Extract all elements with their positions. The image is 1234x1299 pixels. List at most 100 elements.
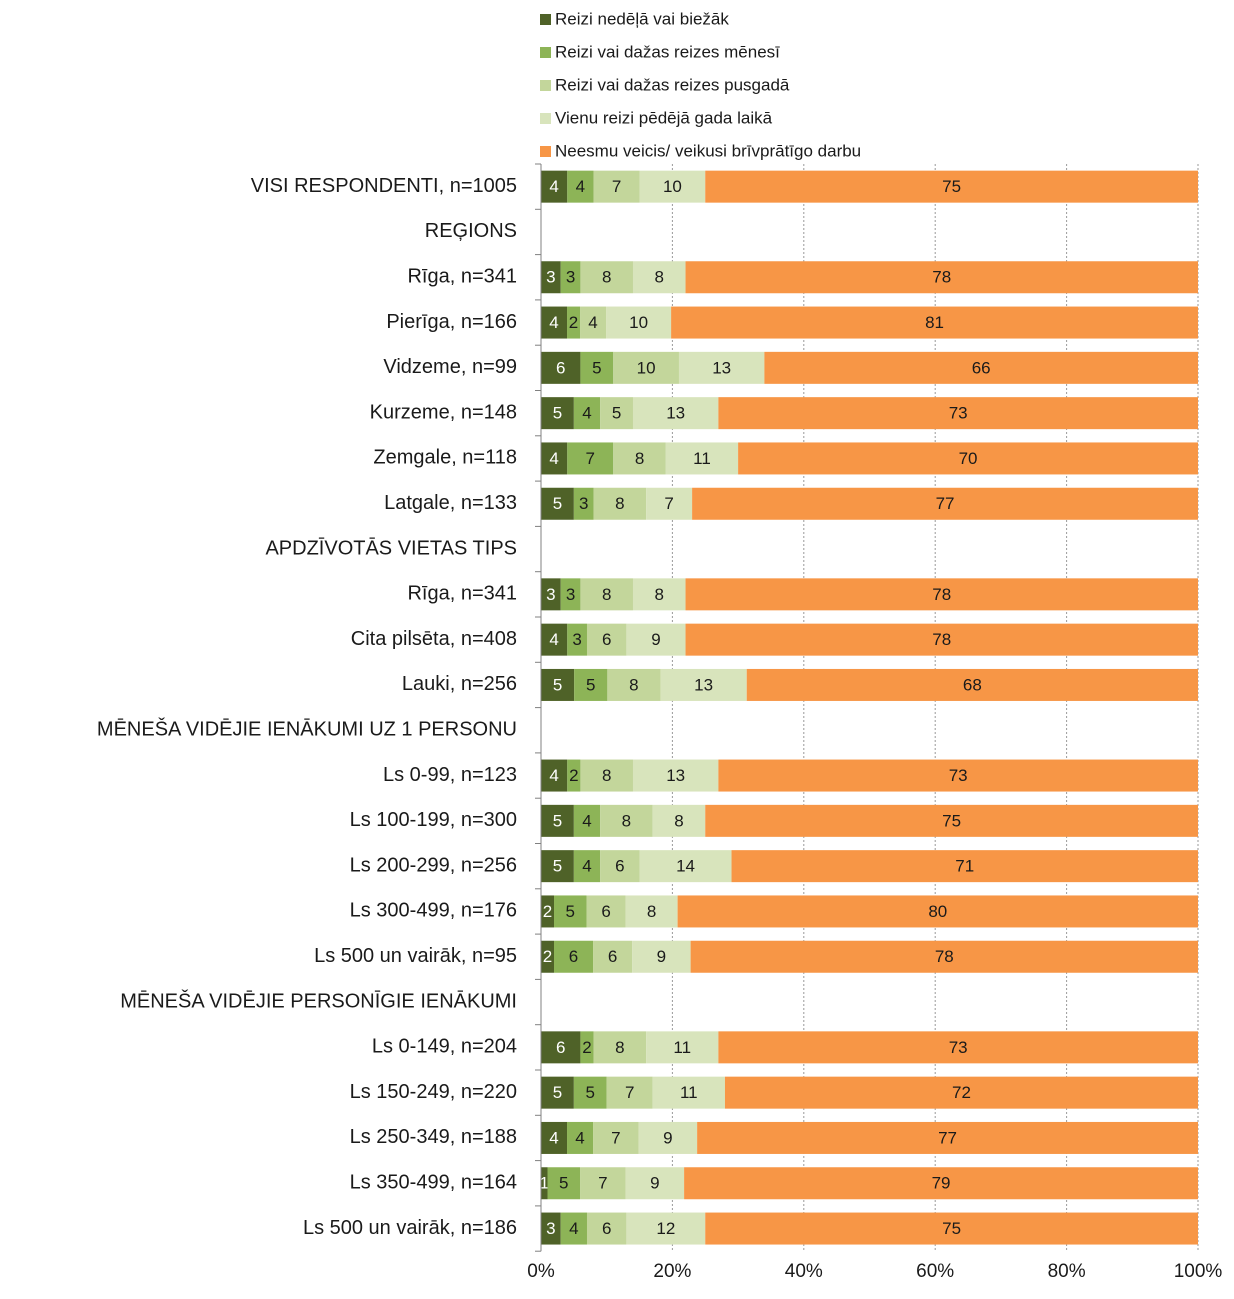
category-label: Pierīga, n=166 (386, 311, 517, 333)
bar-value-label: 4 (549, 1128, 558, 1147)
legend-swatch (540, 113, 551, 124)
bar-segment (593, 170, 640, 203)
bar-segment (613, 442, 666, 475)
bar-value-label: 8 (622, 811, 631, 830)
category-label: Ls 200-299, n=256 (350, 854, 517, 876)
x-tick-label: 60% (916, 1261, 954, 1282)
category-label: MĒNEŠA VIDĒJIE PERSONĪGIE IENĀKUMI (120, 989, 517, 1012)
bars: 4 4 7 10 753 3 8 8 784 2 4 10 816 5 10 13 665 4 5 13 734 7 8 11… (540, 170, 1198, 1245)
bar-segment (541, 1121, 568, 1154)
bar-segment (541, 487, 574, 520)
bar-segment (541, 170, 568, 203)
bar-value-label: 8 (674, 811, 683, 830)
bar-segment (639, 850, 732, 883)
bar-value-label: 71 (955, 857, 974, 876)
bar-value-label: 1 (540, 1174, 549, 1193)
bar-segment (685, 623, 1198, 656)
bar-value-label: 3 (546, 268, 555, 287)
bar-segment (541, 850, 574, 883)
bar-value-label: 72 (952, 1083, 971, 1102)
bar-segment (573, 1076, 607, 1109)
bar-value-label: 4 (549, 449, 558, 468)
legend-swatch (540, 146, 551, 157)
bar-segment (573, 850, 601, 883)
bar-value-label: 2 (569, 313, 578, 332)
bar-segment (593, 1121, 639, 1154)
bar-value-label: 9 (663, 1128, 672, 1147)
bar-segment (718, 759, 1198, 792)
bar-segment (580, 261, 633, 294)
bar-segment (580, 1167, 626, 1200)
bar-value-label: 6 (615, 857, 624, 876)
bar-segment (541, 759, 568, 792)
bar-value-label: 8 (647, 902, 656, 921)
legend: Reizi nedēļā vai biežāk Reizi vai dažas r… (540, 9, 861, 160)
bar-value-label: 78 (935, 947, 954, 966)
legend-swatch (540, 47, 551, 58)
bar-value-label: 7 (612, 177, 621, 196)
category-label: Ls 150-249, n=220 (350, 1081, 517, 1103)
bar-value-label: 8 (655, 268, 664, 287)
bar-segment (541, 442, 568, 475)
category-label: Kurzeme, n=148 (370, 401, 517, 423)
bar-value-label: 5 (566, 902, 575, 921)
bar-segment (541, 804, 574, 837)
bar-value-label: 2 (543, 902, 552, 921)
bar-segment (606, 1076, 653, 1109)
bar-value-label: 8 (602, 585, 611, 604)
bar-segment (606, 306, 672, 339)
bar-segment (541, 940, 555, 973)
bar-value-label: 4 (582, 811, 591, 830)
bar-segment (554, 895, 587, 928)
legend-label: Reizi vai dažas reizes pusgadā (555, 75, 790, 94)
bar-segment (560, 1212, 587, 1245)
bar-value-label: 6 (601, 902, 610, 921)
bar-segment (625, 895, 678, 928)
bar-segment (541, 351, 581, 384)
bar-segment (541, 1167, 548, 1200)
bar-segment (541, 397, 574, 430)
bar-value-label: 5 (592, 358, 601, 377)
bar-value-label: 8 (629, 675, 638, 694)
bar-segment (541, 623, 568, 656)
bar-segment (632, 940, 691, 973)
bar-value-label: 78 (932, 585, 951, 604)
bar-value-label: 79 (932, 1174, 951, 1193)
bar-segment (671, 306, 1198, 339)
bar-value-label: 12 (656, 1219, 675, 1238)
bar-value-label: 3 (546, 585, 555, 604)
category-label: Latgale, n=133 (384, 492, 517, 514)
bar-value-label: 8 (615, 494, 624, 513)
bar-value-label: 4 (576, 177, 585, 196)
bar-value-label: 14 (676, 857, 695, 876)
bar-segment (685, 578, 1198, 611)
bar-value-label: 2 (582, 1038, 591, 1057)
bar-value-label: 9 (650, 1174, 659, 1193)
bar-segment (705, 1212, 1198, 1245)
bar-value-label: 5 (553, 1083, 562, 1102)
bar-segment (718, 397, 1198, 430)
legend-label: Reizi nedēļā vai biežāk (555, 9, 729, 28)
bar-segment (554, 940, 594, 973)
bar-value-label: 5 (553, 811, 562, 830)
bar-segment (600, 397, 633, 430)
category-label: Rīga, n=341 (407, 266, 517, 288)
bar-value-label: 13 (712, 358, 731, 377)
bar-segment (547, 1167, 581, 1200)
bar-value-label: 8 (655, 585, 664, 604)
category-label: Ls 500 un vairāk, n=95 (314, 945, 517, 967)
legend-swatch (540, 80, 551, 91)
bar-segment (746, 668, 1198, 701)
bar-segment (639, 170, 706, 203)
bar-value-label: 77 (936, 494, 955, 513)
x-tick-label: 0% (527, 1261, 555, 1282)
bar-value-label: 7 (611, 1128, 620, 1147)
bar-segment (632, 578, 686, 611)
bar-segment (625, 1167, 685, 1200)
category-label: Zemgale, n=118 (373, 447, 517, 469)
bar-value-label: 13 (666, 404, 685, 423)
bar-value-label: 80 (928, 902, 947, 921)
bar-value-label: 6 (608, 947, 617, 966)
bar-value-label: 81 (925, 313, 944, 332)
bar-value-label: 10 (629, 313, 648, 332)
